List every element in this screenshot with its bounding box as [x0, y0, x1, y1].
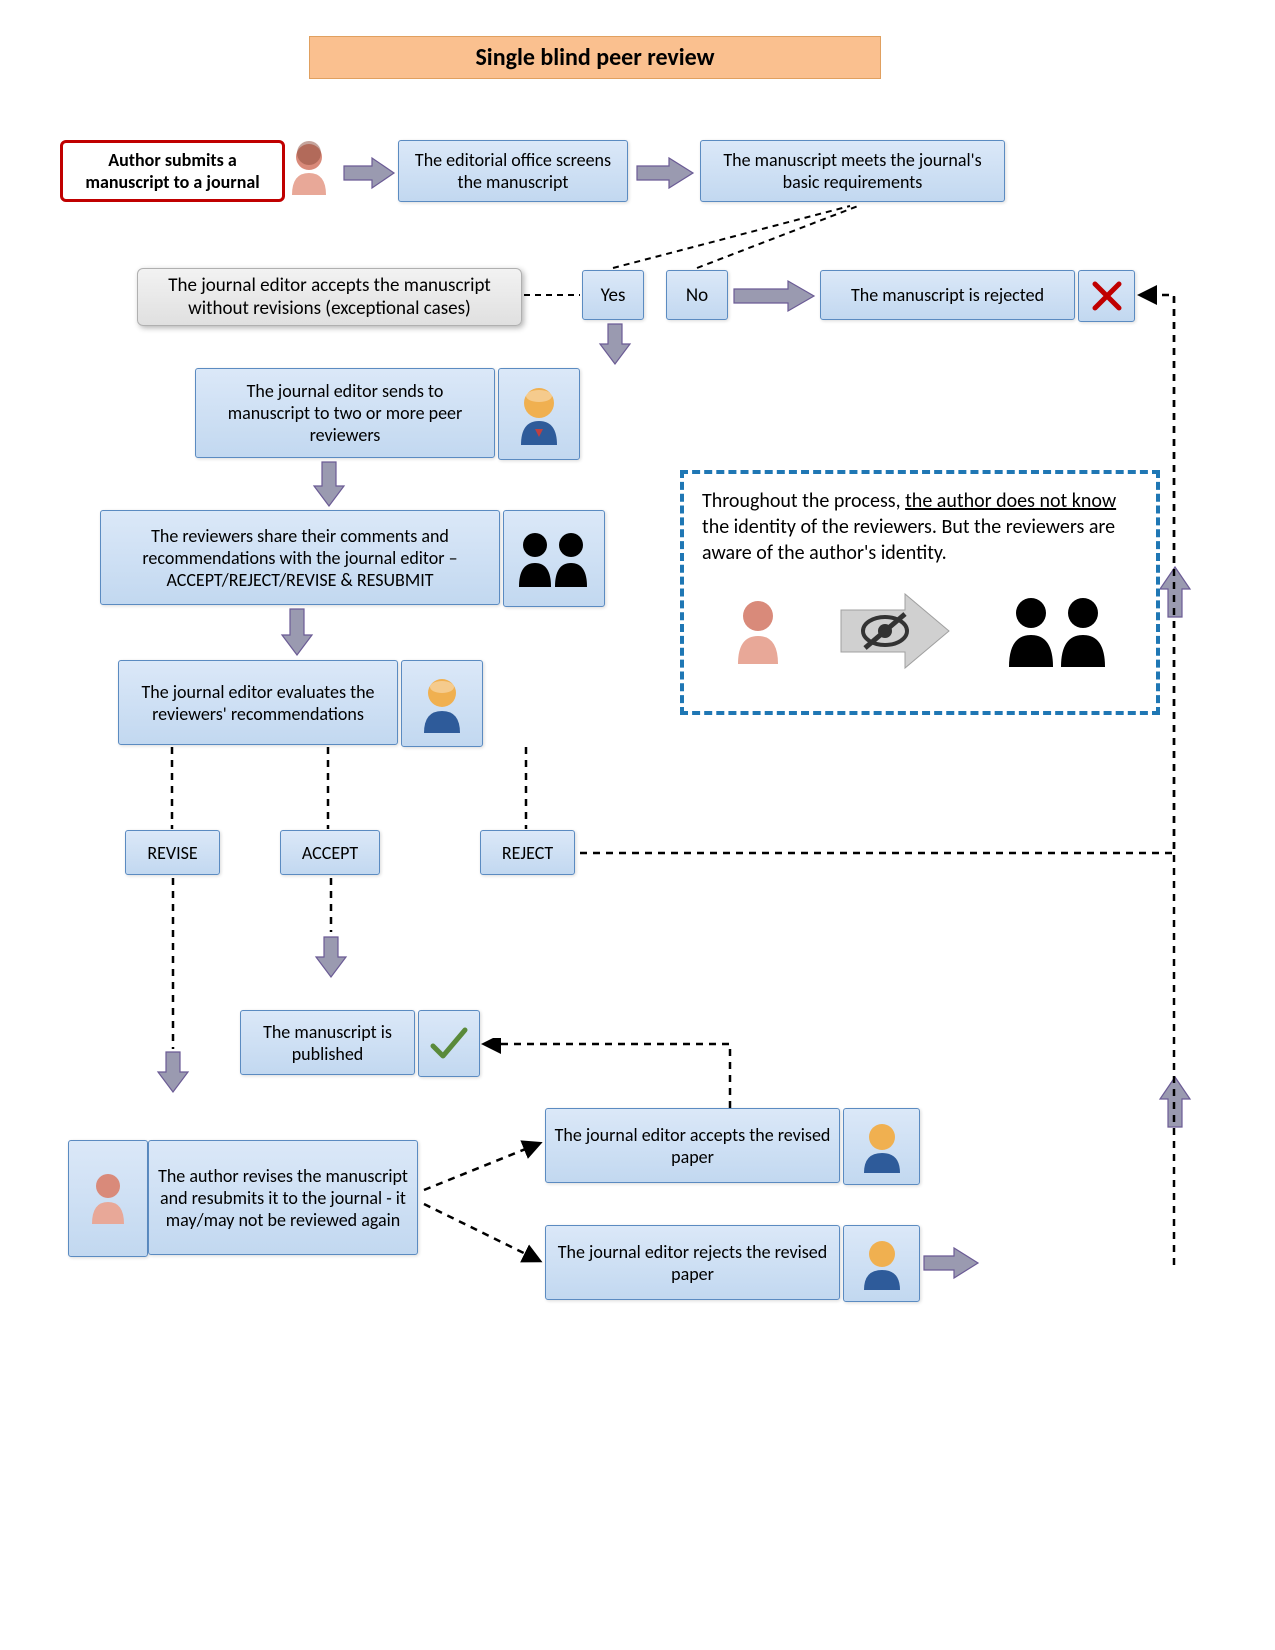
dash-grey-to-yes — [522, 292, 582, 298]
sends-reviewers-label: The journal editor sends to manuscript t… — [204, 380, 486, 446]
meets-req-label: The manuscript meets the journal's basic… — [709, 149, 996, 193]
author-icon — [278, 135, 340, 205]
node-accepts-without-rev: The journal editor accepts the manuscrip… — [137, 268, 522, 326]
editor-evaluates-label: The journal editor evaluates the reviewe… — [127, 681, 389, 725]
node-editorial-screens: The editorial office screens the manuscr… — [398, 140, 628, 202]
dash-revise-down — [170, 876, 176, 1051]
info-underline: the author does not know — [905, 489, 1116, 513]
info-author-icon — [723, 592, 793, 670]
published-label: The manuscript is published — [249, 1021, 406, 1065]
arrow-sends-down — [312, 460, 346, 508]
accepts-without-rev-label: The journal editor accepts the manuscrip… — [148, 274, 511, 320]
info-line1: Throughout the process, — [702, 489, 905, 513]
arrow-revise-down — [156, 1050, 190, 1094]
author-revises-label: The author revises the manuscript and re… — [157, 1165, 409, 1231]
check-icon — [418, 1010, 480, 1077]
dash-revises-split — [420, 1130, 550, 1270]
node-reviewers-share: The reviewers share their comments and r… — [100, 510, 500, 605]
arrow-accept-down — [314, 935, 348, 979]
node-reject: REJECT — [480, 830, 575, 875]
reviewers-share-label: The reviewers share their comments and r… — [109, 525, 491, 591]
info-blind-arrow-icon — [835, 586, 955, 676]
author-revises-icon — [68, 1140, 148, 1257]
accept-label: ACCEPT — [302, 842, 358, 864]
dash-meets-to-yesno — [600, 202, 960, 272]
node-revise: REVISE — [125, 830, 220, 875]
arrow-reviewers-down — [280, 607, 314, 657]
info-reviewers-icon — [997, 591, 1117, 671]
editorial-screens-label: The editorial office screens the manuscr… — [407, 149, 619, 193]
node-published: The manuscript is published — [240, 1010, 415, 1075]
dash-rejects-revised-loop — [978, 295, 1178, 1270]
author-submits-label: Author submits a manuscript to a journal — [71, 149, 274, 193]
dash-accept-stub — [328, 876, 334, 934]
node-meets-requirements: The manuscript meets the journal's basic… — [700, 140, 1005, 202]
editor-icon-1 — [498, 368, 580, 460]
arrow-right-2 — [635, 156, 695, 190]
node-sends-reviewers: The journal editor sends to manuscript t… — [195, 368, 495, 458]
revise-label: REVISE — [147, 842, 197, 864]
node-accept: ACCEPT — [280, 830, 380, 875]
node-author-submits: Author submits a manuscript to a journal — [60, 140, 285, 202]
title-text: Single blind peer review — [475, 43, 714, 72]
dash-eval-split — [118, 745, 538, 833]
info-line2: the identity of the reviewers. But the r… — [702, 515, 1115, 565]
node-editor-evaluates: The journal editor evaluates the reviewe… — [118, 660, 398, 745]
page-title: Single blind peer review — [309, 36, 881, 79]
info-box: Throughout the process, the author does … — [680, 470, 1160, 715]
editor-icon-2 — [401, 660, 483, 747]
info-text: Throughout the process, the author does … — [702, 488, 1138, 566]
reject-label: REJECT — [502, 842, 553, 864]
node-author-revises: The author revises the manuscript and re… — [148, 1140, 418, 1255]
arrow-right-1 — [342, 156, 396, 190]
